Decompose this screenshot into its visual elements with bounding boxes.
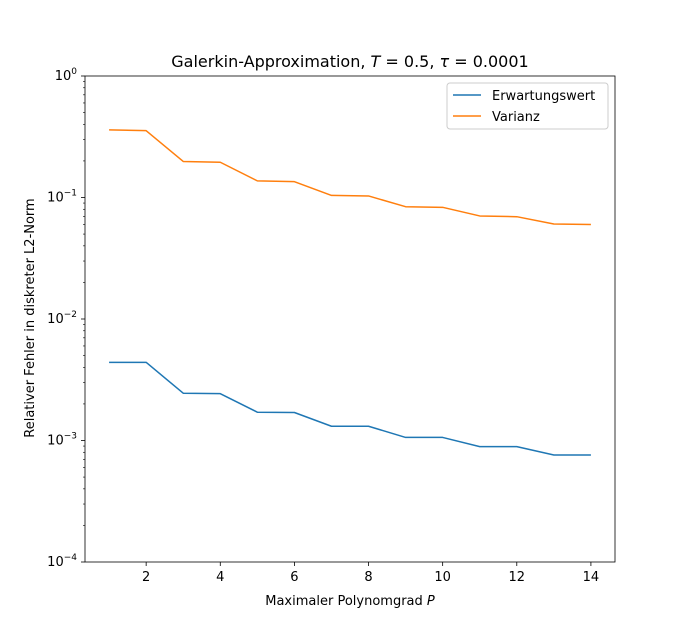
- x-tick-label: 12: [509, 570, 526, 585]
- x-tick-label: 8: [364, 570, 372, 585]
- y-tick-label: 10−3: [47, 432, 77, 449]
- y-tick-label: 10−2: [47, 310, 77, 327]
- x-tick-label: 6: [290, 570, 298, 585]
- legend-box: [446, 82, 609, 130]
- series-line-1: [109, 361, 591, 456]
- x-tick-label: 14: [583, 570, 600, 585]
- y-tick-label: 100: [55, 67, 78, 84]
- plot-frame: [84, 75, 616, 563]
- axes-layer: 2 4 6 8 10 12 14 100 10−1 10−2 10−3 10−4: [47, 67, 616, 585]
- x-tick-label: 10: [434, 570, 451, 585]
- x-axis-label: Maximaler Polynomgrad P: [265, 594, 435, 609]
- chart-title: Galerkin-Approximation, T = 0.5, τ = 0.0…: [171, 52, 528, 71]
- series-line-2: [109, 129, 591, 226]
- y-axis-label: Relativer Fehler in diskreter L2-Norm: [23, 198, 38, 437]
- x-tick-label: 4: [216, 570, 224, 585]
- y-tick-label: 10−1: [47, 189, 77, 206]
- legend-label-1: Erwartungswert: [492, 89, 595, 104]
- y-tick-label: 10−4: [47, 553, 77, 570]
- legend-label-2: Varianz: [492, 110, 540, 125]
- series-layer: [109, 129, 591, 456]
- legend: Erwartungswert Varianz: [446, 82, 609, 130]
- x-tick-label: 2: [142, 570, 150, 585]
